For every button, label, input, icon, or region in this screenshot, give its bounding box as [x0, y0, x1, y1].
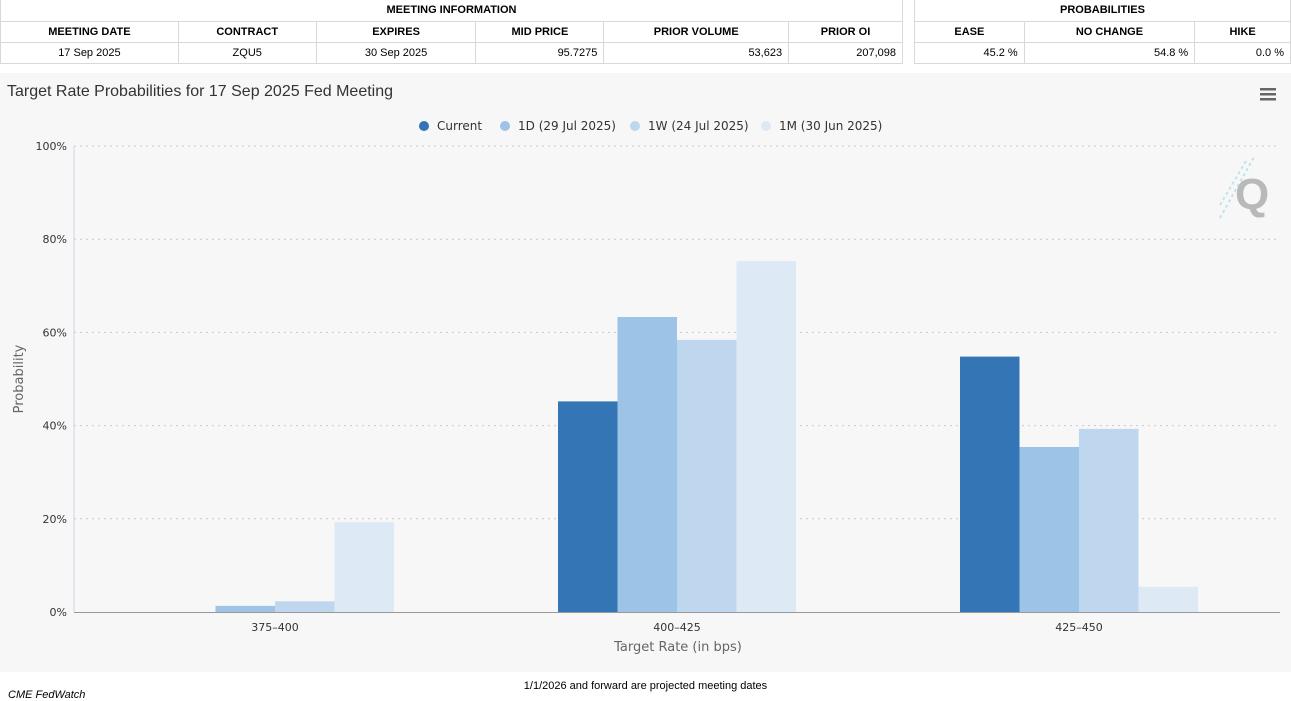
table-row: 17 Sep 2025 ZQU5 30 Sep 2025 95.7275 53,…: [0, 41, 903, 64]
prior-oi-value: 207,098: [788, 41, 903, 64]
x-axis-title: Target Rate (in bps): [613, 640, 742, 655]
y-tick-label: 20%: [43, 513, 67, 526]
column-header-contract: CONTRACT: [177, 20, 317, 43]
legend-label: 1M (30 Jun 2025): [779, 119, 882, 133]
contract-value: ZQU5: [177, 41, 317, 64]
chart-panel: Target Rate Probabilities for 17 Sep 202…: [0, 73, 1291, 672]
legend-item-current[interactable]: Current: [419, 119, 482, 133]
mid-price-value: 95.7275: [475, 41, 605, 64]
column-header-mid-price: MID PRICE: [475, 20, 605, 43]
chart-menu-button[interactable]: [1256, 84, 1280, 104]
legend-marker: [419, 121, 429, 131]
y-tick-label: 60%: [43, 326, 67, 339]
chart-legend: Current 1D (29 Jul 2025) 1W (24 Jul 2025) 1…: [419, 119, 882, 133]
bar-1d-400-425[interactable]: [617, 317, 678, 612]
bar-1w-425-450[interactable]: [1079, 428, 1139, 612]
y-tick-label: 0%: [50, 606, 67, 619]
x-tick-label: 425–450: [1055, 621, 1103, 634]
hamburger-menu-icon: [1260, 88, 1276, 101]
legend-label: 1D (29 Jul 2025): [518, 119, 616, 133]
bar-1d-425-450[interactable]: [1019, 447, 1080, 612]
column-header-ease: EASE: [914, 20, 1025, 43]
bar-1m-375-400[interactable]: [334, 522, 395, 612]
chart-bars: [215, 261, 1199, 612]
prior-volume-value: 53,623: [603, 41, 790, 64]
column-header-expires: EXPIRES: [315, 20, 477, 43]
source-label: CME FedWatch: [8, 689, 86, 701]
probabilities-table: PROBABILITIES EASE NO CHANGE HIKE 45.2 %…: [914, 0, 1291, 64]
expires-value: 30 Sep 2025: [315, 41, 477, 64]
column-header-no-change: NO CHANGE: [1023, 20, 1196, 43]
meeting-date-value: 17 Sep 2025: [0, 41, 179, 64]
y-axis: 0% 20% 40% 60% 80% 100%: [36, 140, 75, 619]
bar-1w-400-425[interactable]: [677, 339, 737, 612]
probabilities-header: PROBABILITIES: [914, 0, 1291, 22]
legend-marker: [761, 121, 771, 131]
legend-item-1m[interactable]: 1M (30 Jun 2025): [761, 119, 882, 133]
bar-1w-375-400[interactable]: [275, 601, 335, 612]
bar-1m-425-450[interactable]: [1138, 586, 1199, 612]
watermark-logo: Q: [1219, 156, 1269, 219]
y-tick-label: 100%: [36, 140, 67, 153]
legend-label: 1W (24 Jul 2025): [648, 119, 749, 133]
y-tick-label: 80%: [43, 233, 67, 246]
bar-1d-375-400[interactable]: [215, 605, 276, 612]
x-tick-label: 375–400: [251, 621, 299, 634]
x-axis: 375–400 400–425 425–450: [74, 612, 1280, 634]
y-tick-label: 40%: [43, 420, 67, 433]
legend-item-1d[interactable]: 1D (29 Jul 2025): [500, 119, 616, 133]
meeting-info-header: MEETING INFORMATION: [0, 0, 903, 22]
legend-marker: [630, 121, 640, 131]
footer-note: 1/1/2026 and forward are projected meeti…: [523, 680, 768, 692]
column-header-meeting-date: MEETING DATE: [0, 20, 179, 43]
x-tick-label: 400–425: [653, 621, 701, 634]
meeting-info-table: MEETING INFORMATION MEETING DATE CONTRAC…: [0, 0, 903, 64]
bar-chart: Target Rate Probabilities for 17 Sep 202…: [7, 83, 1280, 655]
hike-value: 0.0 %: [1194, 41, 1291, 64]
legend-label: Current: [437, 119, 482, 133]
watermark-letter: Q: [1235, 170, 1269, 219]
column-header-prior-volume: PRIOR VOLUME: [603, 20, 790, 43]
chart-title: Target Rate Probabilities for 17 Sep 202…: [7, 83, 393, 100]
ease-value: 45.2 %: [914, 41, 1025, 64]
legend-item-1w[interactable]: 1W (24 Jul 2025): [630, 119, 749, 133]
column-header-hike: HIKE: [1194, 20, 1291, 43]
bar-current-400-425[interactable]: [558, 401, 618, 612]
bar-current-425-450[interactable]: [960, 356, 1020, 612]
bar-1m-400-425[interactable]: [736, 261, 797, 612]
column-header-prior-oi: PRIOR OI: [788, 20, 903, 43]
table-row: 45.2 % 54.8 % 0.0 %: [914, 41, 1291, 64]
legend-marker: [500, 121, 510, 131]
y-axis-title: Probability: [12, 344, 27, 413]
no-change-value: 54.8 %: [1023, 41, 1196, 64]
